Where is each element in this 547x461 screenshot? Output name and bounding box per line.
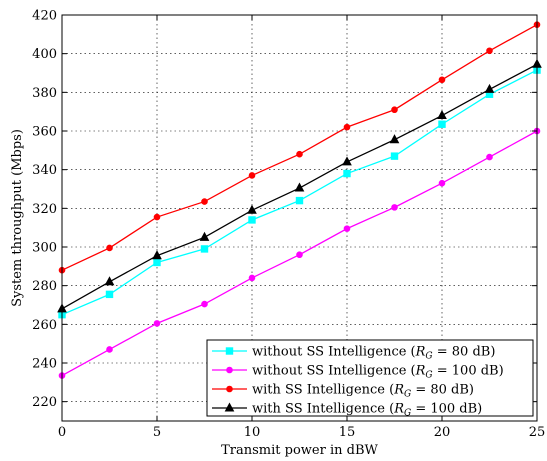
dot-marker xyxy=(391,204,398,211)
legend: without SS Intelligence (RG = 80 dB) with… xyxy=(206,339,534,419)
dot-marker xyxy=(153,320,161,327)
dot-marker xyxy=(343,225,351,232)
dot-marker xyxy=(248,274,256,282)
square-marker xyxy=(105,290,114,299)
square-marker xyxy=(153,258,161,267)
series-1 xyxy=(58,66,541,319)
x-tick-label: 15 xyxy=(339,425,356,440)
dot-marker xyxy=(226,366,233,374)
series-line xyxy=(61,24,538,271)
dot-marker xyxy=(296,150,303,158)
dot-marker xyxy=(201,198,208,205)
dot-marker xyxy=(226,385,233,393)
series-line xyxy=(61,69,538,316)
square-marker xyxy=(438,120,446,128)
legend-label: with SS Intelligence (RG = 100 dB) xyxy=(252,402,482,419)
legend-label: without SS Intelligence (RG = 80 dB) xyxy=(252,345,495,362)
x-tick-label: 20 xyxy=(434,425,451,440)
series-layer xyxy=(57,21,542,379)
axis-ticks: 0 5 10 15 20 25 220 240 260 280 300 320 340 360 380 400… xyxy=(32,9,545,441)
dot-marker xyxy=(391,106,398,114)
legend-entry: with SS Intelligence (RG = 100 dB) xyxy=(212,402,482,419)
y-tick-label: 220 xyxy=(32,395,57,410)
triangle-marker xyxy=(294,182,305,192)
dot-marker xyxy=(153,213,161,221)
dot-marker xyxy=(248,172,256,179)
dot-marker xyxy=(486,153,493,161)
legend-box xyxy=(206,339,534,417)
legend-label: with SS Intelligence (RG = 80 dB) xyxy=(252,383,474,400)
dot-marker xyxy=(438,179,446,187)
series-2 xyxy=(58,127,541,379)
x-tick-label: 10 xyxy=(244,425,261,440)
square-marker xyxy=(343,169,351,178)
square-marker xyxy=(295,196,304,205)
legend-label: without SS Intelligence (RG = 100 dB) xyxy=(252,364,504,381)
legend-entry: without SS Intelligence (RG = 80 dB) xyxy=(212,345,495,362)
dot-marker xyxy=(106,346,113,353)
dot-marker xyxy=(486,47,493,55)
plot-frame xyxy=(61,14,538,422)
y-tick-label: 320 xyxy=(32,202,57,217)
series-4 xyxy=(57,58,542,313)
triangle-marker xyxy=(484,83,495,93)
triangle-marker xyxy=(224,402,235,412)
legend-entry: with SS Intelligence (RG = 80 dB) xyxy=(212,383,474,400)
dot-marker xyxy=(343,123,351,131)
series-3 xyxy=(58,21,541,274)
triangle-marker xyxy=(199,231,210,241)
y-axis-label: System throughput (Mbps) xyxy=(10,129,25,307)
triangle-marker xyxy=(152,250,162,260)
square-marker xyxy=(200,245,209,253)
y-tick-label: 240 xyxy=(32,357,57,372)
x-tick-label: 25 xyxy=(529,425,546,440)
y-tick-label: 300 xyxy=(32,241,57,256)
triangle-marker xyxy=(104,276,115,286)
square-marker xyxy=(248,216,256,224)
triangle-marker xyxy=(437,109,447,120)
y-tick-label: 360 xyxy=(32,125,57,140)
dot-marker xyxy=(201,300,208,308)
dot-marker xyxy=(438,76,446,84)
dot-marker xyxy=(296,251,303,259)
square-marker xyxy=(390,152,399,160)
y-tick-label: 420 xyxy=(32,9,57,24)
y-tick-label: 280 xyxy=(32,279,57,294)
y-tick-label: 380 xyxy=(32,86,57,101)
y-tick-label: 260 xyxy=(32,318,57,333)
triangle-marker xyxy=(342,156,352,166)
triangle-marker xyxy=(389,134,400,144)
dot-marker xyxy=(106,244,113,252)
y-tick-label: 340 xyxy=(32,163,57,178)
x-tick-label: 0 xyxy=(58,425,66,440)
legend-entry: without SS Intelligence (RG = 100 dB) xyxy=(212,364,504,381)
x-tick-label: 5 xyxy=(153,425,161,440)
y-tick-label: 400 xyxy=(32,47,57,62)
x-axis-label: Transmit power in dBW xyxy=(221,443,378,458)
triangle-marker xyxy=(247,204,257,214)
square-marker xyxy=(225,347,234,355)
